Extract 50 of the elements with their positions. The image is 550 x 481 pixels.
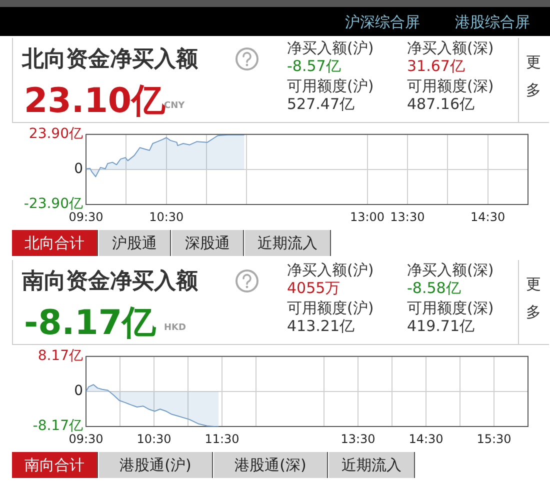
y-tick-label: -8.17亿 (32, 418, 83, 434)
text: 可用额度(深) (407, 77, 494, 96)
text: 可用额度(深) (407, 299, 494, 318)
text: 净买入额(深) (407, 39, 494, 58)
text: 可用额度(沪) (287, 299, 374, 318)
text: 沪股通 (99, 230, 171, 256)
text: 31.67亿 (407, 57, 465, 76)
text: 南向合计 (12, 452, 98, 478)
text: 527.47亿 (287, 95, 354, 114)
text: HKD (164, 323, 186, 333)
y-tick-label: 23.90亿 (28, 126, 83, 142)
y-tick-label: -23.90亿 (24, 196, 83, 212)
text: 近期流入 (329, 452, 415, 478)
y-tick-label: 0 (74, 161, 83, 178)
text: 港股综合屏 (455, 13, 530, 32)
x-tick-label: 09:30 (68, 210, 104, 224)
text: 港股通(沪) (99, 452, 213, 478)
text: 23.10亿 (24, 80, 166, 123)
x-tick-label: 11:30 (204, 432, 240, 446)
text: 北向合计 (12, 230, 98, 256)
x-tick-label: 14:30 (408, 432, 444, 446)
x-tick-label: 14:30 (470, 210, 506, 224)
x-tick-label: 10:30 (136, 432, 172, 446)
text: 港股通(深) (214, 452, 328, 478)
x-tick-label: 10:30 (149, 210, 184, 224)
text: 净买入额(深) (407, 261, 494, 280)
text: CNY (164, 101, 185, 111)
text: 净买入额(沪) (287, 39, 374, 58)
y-tick-label: 8.17亿 (38, 348, 83, 364)
x-tick-label: 15:30 (476, 432, 512, 446)
y-tick-label: 0 (74, 383, 83, 400)
text: 近期流入 (245, 230, 331, 256)
text: 4055万 (287, 279, 340, 298)
text: 深股通 (172, 230, 244, 256)
text: 更多 (526, 52, 542, 101)
text: -8.57亿 (287, 57, 341, 76)
x-tick-label: 13:00 (350, 210, 385, 224)
text: 净买入额(沪) (287, 261, 374, 280)
text: 419.71亿 (407, 317, 474, 336)
x-tick-label: 13:30 (390, 210, 425, 224)
text: 487.16亿 (407, 95, 474, 114)
text: 413.21亿 (287, 317, 354, 336)
x-tick-label: 13:30 (340, 432, 376, 446)
text: 沪深综合屏 (345, 13, 420, 32)
text: 可用额度(沪) (287, 77, 374, 96)
x-tick-label: 09:30 (68, 432, 104, 446)
chart-title: 北向资金净买入额 (22, 46, 198, 74)
chart-title: 南向资金净买入额 (22, 268, 198, 296)
text: -8.58亿 (407, 279, 461, 298)
text: 更多 (526, 274, 542, 323)
